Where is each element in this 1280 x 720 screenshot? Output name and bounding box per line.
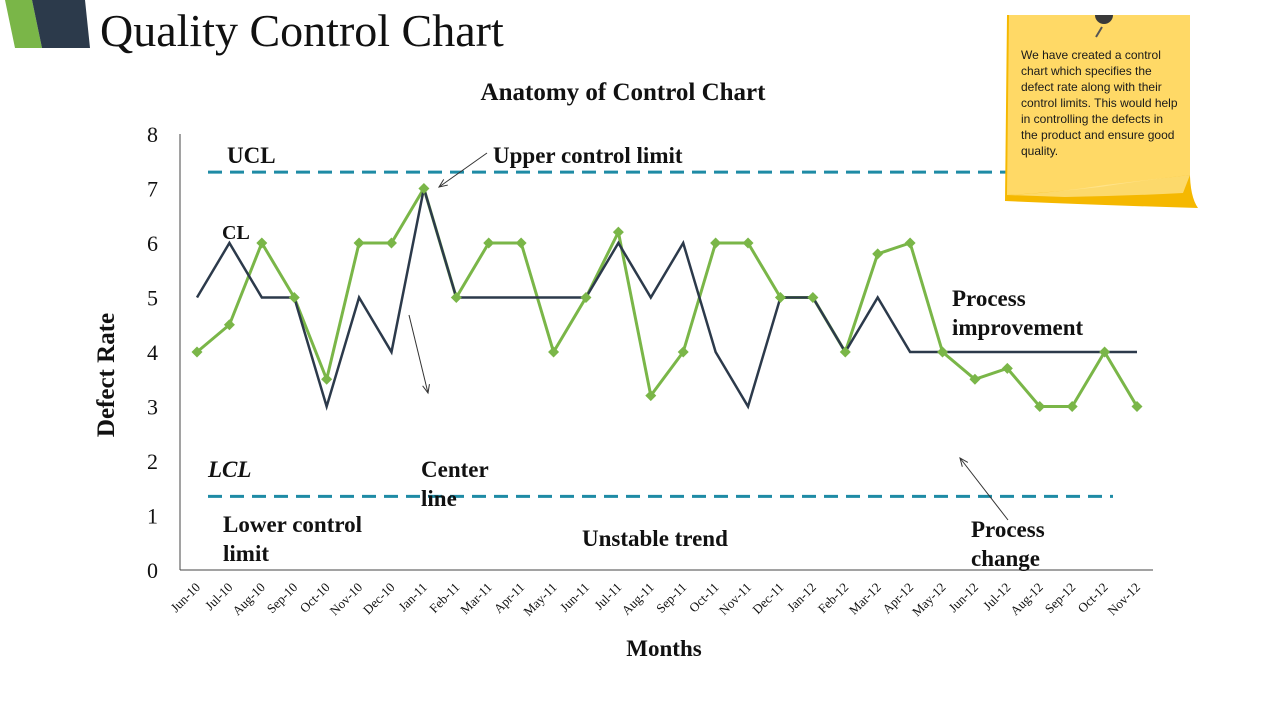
lower-control-limit-label: limit	[223, 541, 269, 566]
y-tick-label: 3	[147, 395, 158, 420]
center-line-series-line	[195, 188, 1137, 411]
x-tick-label: Oct-10	[297, 580, 333, 616]
center-line-label: Center	[421, 457, 489, 482]
pushpin-icon	[1095, 15, 1113, 38]
lower-control-limit-label: Lower control	[223, 512, 362, 537]
center-line-arrow-head	[422, 384, 430, 395]
data-point-marker	[937, 346, 949, 358]
data-point-marker	[839, 346, 851, 358]
x-tick-label: Nov-12	[1104, 580, 1143, 619]
ucl-label: UCL	[227, 143, 276, 168]
data-point-marker	[645, 390, 657, 402]
sticky-note	[1005, 15, 1198, 208]
page-title: Quality Control Chart	[100, 5, 504, 56]
process-change-arrow	[959, 457, 1009, 521]
x-tick-label: Mar-12	[846, 580, 884, 618]
x-tick-label: Sep-12	[1042, 580, 1079, 617]
data-point-marker	[580, 292, 592, 303]
center-line-arrow	[408, 314, 429, 394]
x-tick-label: Sep-11	[653, 580, 689, 616]
data-point-marker	[191, 346, 203, 358]
y-tick-label: 4	[147, 340, 158, 365]
process-change-arrow-head	[959, 456, 969, 467]
data-point-marker	[1034, 401, 1046, 412]
x-tick-label: Mar-11	[457, 580, 495, 618]
data-point-marker	[1099, 346, 1111, 358]
x-tick-label: Feb-12	[815, 580, 852, 617]
x-tick-label: Jun-10	[167, 580, 203, 616]
data-point-marker	[710, 237, 722, 249]
x-tick-label: May-12	[909, 580, 949, 620]
center-line-label: line	[421, 486, 457, 511]
y-tick-label: 0	[147, 558, 158, 583]
x-tick-label: Oct-12	[1075, 580, 1111, 616]
y-tick-label: 8	[147, 122, 158, 147]
data-point-marker	[353, 237, 365, 249]
data-point-marker	[288, 292, 300, 303]
navy-accent-shape	[32, 0, 90, 48]
x-tick-label: May-11	[520, 580, 559, 619]
data-point-marker	[223, 319, 235, 331]
x-tick-label: Jan-11	[395, 580, 430, 615]
data-point-marker	[872, 248, 884, 260]
y-tick-label: 2	[147, 449, 158, 474]
data-point-marker	[677, 346, 689, 358]
green-accent-shape	[5, 0, 42, 48]
data-point-marker	[612, 226, 624, 238]
y-tick-label: 5	[147, 286, 158, 311]
unstable-trend-label: Unstable trend	[582, 526, 728, 551]
sticky-note-curl	[1007, 175, 1190, 197]
title-accent-shapes	[5, 0, 90, 48]
x-tick-label: Nov-11	[716, 580, 754, 618]
data-point-marker	[774, 292, 786, 303]
x-tick-label: Dec-11	[749, 580, 786, 617]
data-point-marker	[418, 183, 430, 194]
data-point-marker	[515, 237, 527, 249]
x-tick-label: Jun-11	[557, 580, 592, 615]
sticky-note-text: We have created a control chart which sp…	[1021, 48, 1178, 158]
process-change-label: change	[971, 546, 1040, 571]
data-point-marker	[742, 237, 754, 249]
data-point-marker	[1066, 401, 1078, 412]
x-tick-label: Jun-12	[945, 580, 981, 616]
data-point-marker	[548, 346, 560, 358]
x-tick-label: Nov-10	[326, 580, 365, 619]
defect-rate-series-line	[196, 184, 1139, 408]
process-improvement-label: improvement	[952, 315, 1084, 340]
cl-label: CL	[222, 222, 250, 244]
data-point-marker	[385, 237, 397, 249]
data-point-marker	[321, 373, 333, 385]
y-tick-label: 1	[147, 504, 158, 529]
data-point-marker	[969, 373, 981, 385]
upper-control-limit-arrow	[438, 152, 488, 188]
x-tick-label: Aug-10	[229, 580, 268, 619]
process-improvement-label: Process	[952, 286, 1026, 311]
x-tick-label: Oct-11	[686, 580, 722, 616]
data-point-marker	[904, 237, 916, 249]
sticky-note-paper	[1007, 15, 1190, 195]
x-tick-label: Feb-11	[426, 580, 462, 616]
x-tick-label: Sep-10	[264, 580, 301, 617]
data-point-marker	[807, 292, 819, 303]
process-change-label: Process	[971, 517, 1045, 542]
data-point-marker	[1131, 401, 1143, 412]
x-tick-label: Dec-10	[360, 580, 398, 618]
y-tick-label: 7	[147, 177, 158, 202]
x-tick-label: Aug-11	[619, 580, 657, 618]
lcl-label: LCL	[207, 457, 251, 482]
x-tick-label: Jan-12	[784, 580, 819, 615]
data-point-marker	[1001, 362, 1013, 374]
upper-control-limit-label: Upper control limit	[493, 143, 683, 168]
data-point-marker	[256, 237, 268, 249]
x-tick-label: Aug-12	[1007, 580, 1046, 619]
chart-title: Anatomy of Control Chart	[481, 79, 767, 106]
upper-control-limit-arrow-head	[437, 179, 448, 188]
x-axis-title: Months	[626, 636, 701, 661]
y-tick-label: 6	[147, 231, 158, 256]
data-point-marker	[483, 237, 495, 249]
data-point-marker	[450, 292, 462, 303]
y-axis-title: Defect Rate	[93, 313, 120, 437]
